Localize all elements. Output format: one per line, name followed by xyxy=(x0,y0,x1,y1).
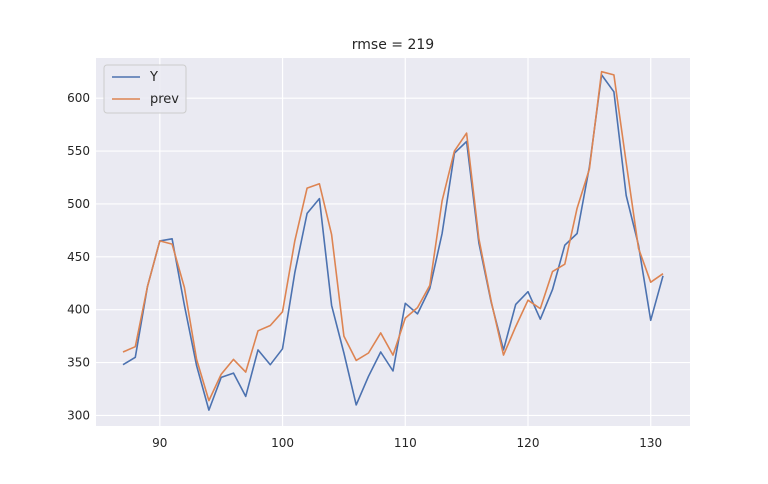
x-tick-label: 120 xyxy=(517,436,540,450)
y-tick-label: 500 xyxy=(67,197,90,211)
legend-label-prev: prev xyxy=(150,92,179,107)
y-tick-label: 400 xyxy=(67,303,90,317)
series-line-prev xyxy=(122,70,664,402)
series-lines xyxy=(122,70,664,411)
x-tick-label: 90 xyxy=(152,436,167,450)
axis-ticks: 90 100 110 120 130 300 350 400 450 500 550 600 xyxy=(67,91,662,450)
y-tick-label: 600 xyxy=(67,91,90,105)
x-tick-label: 130 xyxy=(639,436,662,450)
y-tick-label: 300 xyxy=(67,408,90,422)
plot-background xyxy=(96,58,690,426)
x-tick-label: 100 xyxy=(271,436,294,450)
series-line-y xyxy=(122,74,664,411)
x-tick-label: 110 xyxy=(394,436,417,450)
chart-title: rmse = 219 xyxy=(352,37,434,53)
legend-label-y: Y xyxy=(149,70,158,85)
y-tick-label: 350 xyxy=(67,356,90,370)
y-tick-label: 450 xyxy=(67,250,90,264)
y-tick-label: 550 xyxy=(67,144,90,158)
